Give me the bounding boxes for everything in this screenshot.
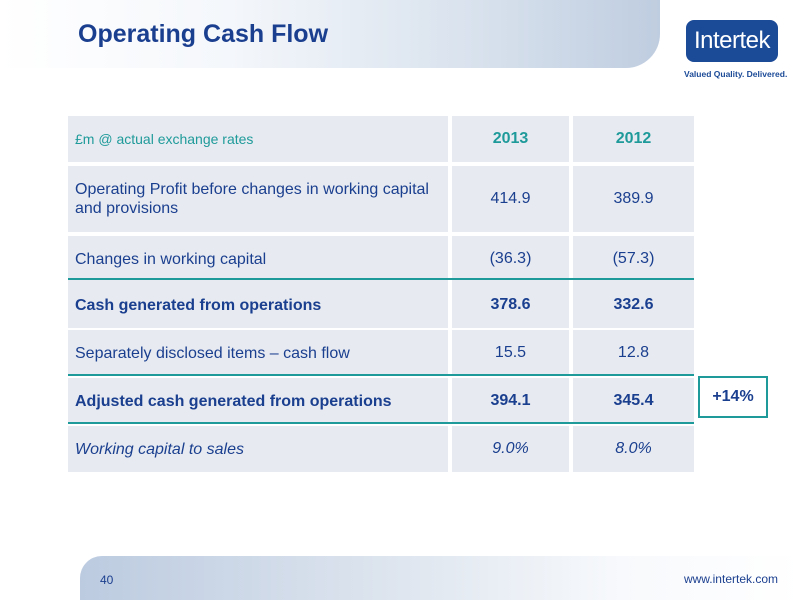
header-2013: 2013 (452, 116, 569, 162)
row-label: Working capital to sales (68, 426, 448, 472)
row-value-2012: 389.9 (573, 166, 694, 232)
page-number: 40 (100, 573, 114, 587)
row-label: Cash generated from operations (68, 282, 448, 328)
footer-band (80, 556, 800, 600)
slide-title: Operating Cash Flow (78, 20, 329, 48)
row-value-2012: 12.8 (573, 330, 694, 376)
row-value-2012: 345.4 (573, 378, 694, 424)
row-value-2012: (57.3) (573, 236, 694, 282)
header-band (0, 0, 660, 68)
row-label: Operating Profit before changes in worki… (68, 166, 448, 232)
row-label: Separately disclosed items – cash flow (68, 330, 448, 376)
logo-tagline: Valued Quality. Delivered. (684, 69, 788, 79)
row-value-2013: (36.3) (452, 236, 569, 282)
intertek-logo: Intertek (686, 20, 778, 62)
cash-flow-table: £m @ actual exchange rates 2013 2012 Ope… (68, 116, 696, 472)
row-value-2013: 394.1 (452, 378, 569, 424)
header-2012: 2012 (573, 116, 694, 162)
row-label: Changes in working capital (68, 236, 448, 282)
row-value-2012: 8.0% (573, 426, 694, 472)
divider-line (68, 374, 694, 376)
footer-url: www.intertek.com (683, 572, 778, 586)
row-value-2013: 15.5 (452, 330, 569, 376)
row-value-2013: 9.0% (452, 426, 569, 472)
divider-line (68, 422, 694, 424)
divider-line (68, 278, 694, 280)
logo-text: Intertek (693, 27, 771, 54)
row-value-2013: 414.9 (452, 166, 569, 232)
row-value-2012: 332.6 (573, 282, 694, 328)
row-label: Adjusted cash generated from operations (68, 378, 448, 424)
growth-badge: +14% (698, 376, 768, 418)
header-label: £m @ actual exchange rates (68, 116, 448, 162)
row-value-2013: 378.6 (452, 282, 569, 328)
